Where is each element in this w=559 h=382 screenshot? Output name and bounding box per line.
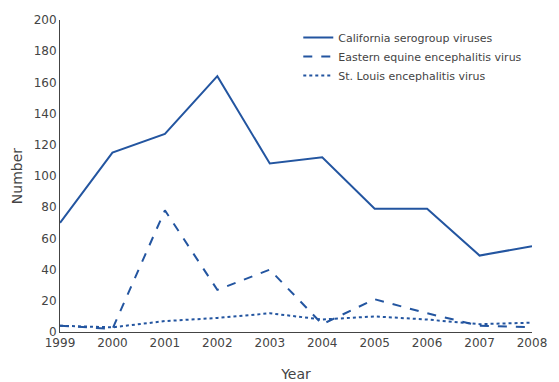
svg-text:160: 160 [34, 76, 57, 90]
svg-text:20: 20 [41, 294, 56, 308]
svg-text:Year: Year [280, 366, 311, 382]
svg-text:Eastern equine encephalitis vi: Eastern equine encephalitis virus [338, 51, 521, 64]
svg-text:St. Louis encephalitis virus: St. Louis encephalitis virus [338, 70, 485, 83]
svg-text:120: 120 [34, 138, 57, 152]
svg-text:California serogroup viruses: California serogroup viruses [338, 32, 492, 45]
svg-text:Number: Number [9, 148, 25, 204]
svg-text:100: 100 [34, 169, 57, 183]
svg-text:60: 60 [41, 232, 56, 246]
svg-text:2007: 2007 [464, 336, 495, 350]
svg-text:2005: 2005 [359, 336, 390, 350]
svg-text:1999: 1999 [45, 336, 76, 350]
svg-text:180: 180 [34, 44, 57, 58]
svg-text:80: 80 [41, 200, 56, 214]
svg-text:140: 140 [34, 107, 57, 121]
svg-text:2001: 2001 [150, 336, 181, 350]
svg-text:2008: 2008 [517, 336, 548, 350]
svg-text:2004: 2004 [307, 336, 338, 350]
svg-text:40: 40 [41, 263, 56, 277]
svg-text:2003: 2003 [255, 336, 286, 350]
svg-text:2000: 2000 [97, 336, 128, 350]
svg-text:0: 0 [49, 325, 57, 339]
svg-text:2006: 2006 [412, 336, 443, 350]
svg-text:2002: 2002 [202, 336, 233, 350]
svg-text:200: 200 [34, 13, 57, 27]
